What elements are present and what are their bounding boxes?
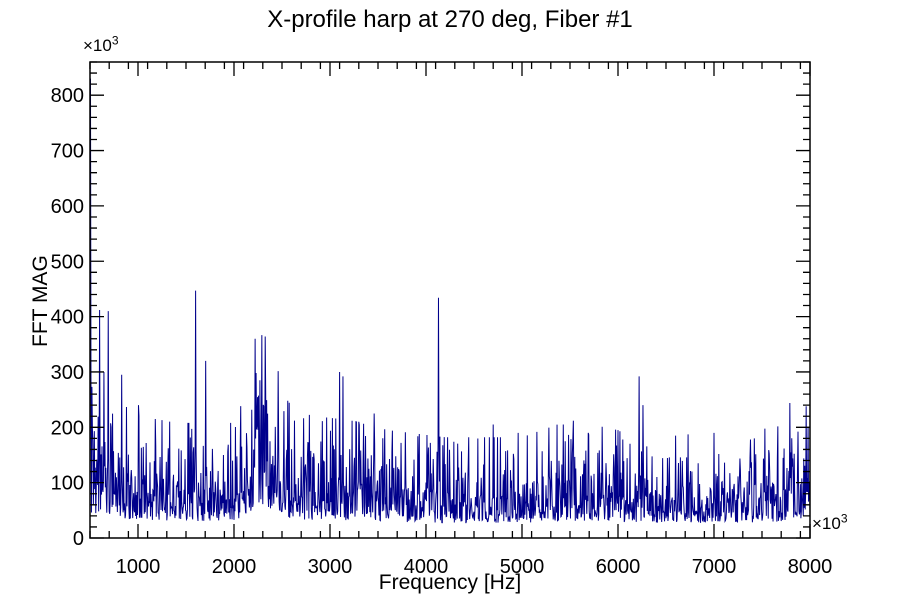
y-tick-label: 600 [51, 196, 84, 218]
y-tick-label: 0 [73, 528, 84, 550]
plot-frame [89, 61, 811, 539]
y-tick-label: 300 [51, 362, 84, 384]
y-tick-label: 500 [51, 251, 84, 273]
x-power-exponent: 3 [840, 511, 848, 526]
y-power-base: ×10 [83, 36, 112, 55]
spectrum-trace [89, 78, 811, 524]
plot-title: X-profile harp at 270 deg, Fiber #1 [267, 6, 633, 33]
y-tick-label: 400 [51, 307, 84, 329]
y-axis-power-label: ×103 [83, 33, 119, 56]
x-tick-label: 7000 [692, 556, 737, 578]
x-tick-label: 2000 [212, 556, 257, 578]
x-tick-label: 5000 [500, 556, 545, 578]
y-tick-label: 200 [51, 417, 84, 439]
axis-ticks [89, 61, 811, 539]
x-axis-power-label: ×103 [812, 511, 848, 534]
y-power-exponent: 3 [111, 33, 119, 48]
x-tick-label: 4000 [404, 556, 449, 578]
y-tick-label: 100 [51, 473, 84, 495]
x-tick-label: 6000 [596, 556, 641, 578]
x-tick-label: 8000 [788, 556, 833, 578]
x-tick-label: 3000 [308, 556, 353, 578]
x-axis-title: Frequency [Hz] [378, 571, 522, 594]
y-tick-label: 800 [51, 85, 84, 107]
y-axis-title: FFT MAG [29, 255, 52, 347]
y-tick-label: 700 [51, 141, 84, 163]
x-power-base: ×10 [812, 514, 841, 533]
x-tick-label: 1000 [116, 556, 161, 578]
